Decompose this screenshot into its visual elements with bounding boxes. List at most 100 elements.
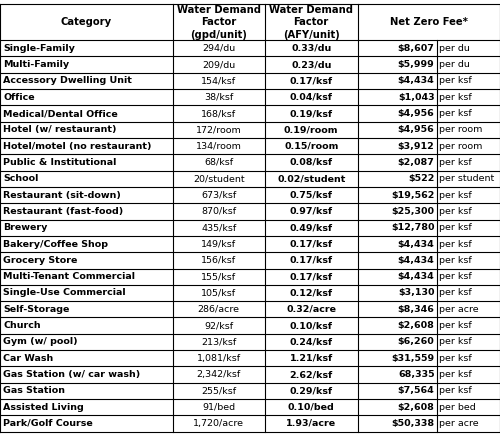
Text: per ksf: per ksf [438, 76, 472, 85]
Text: 68,335: 68,335 [398, 370, 434, 379]
Text: $4,434: $4,434 [398, 239, 434, 249]
Text: 0.32/acre: 0.32/acre [286, 305, 336, 314]
Text: 0.23/du: 0.23/du [291, 60, 332, 69]
Text: Single-Family: Single-Family [3, 44, 75, 53]
Text: Gas Station: Gas Station [3, 386, 65, 395]
Text: Water Demand
Factor
(AFY/unit): Water Demand Factor (AFY/unit) [269, 5, 353, 40]
Text: per ksf: per ksf [438, 158, 472, 167]
Text: 0.17/ksf: 0.17/ksf [290, 256, 333, 265]
Text: Accessory Dwelling Unit: Accessory Dwelling Unit [3, 76, 132, 85]
Text: per ksf: per ksf [438, 321, 472, 330]
Text: 20/student: 20/student [193, 174, 244, 183]
Text: Category: Category [60, 17, 112, 27]
Text: 92/ksf: 92/ksf [204, 321, 234, 330]
Text: $2,608: $2,608 [398, 321, 434, 330]
Text: $3,912: $3,912 [398, 142, 434, 151]
Text: 435/ksf: 435/ksf [201, 223, 236, 232]
Text: per ksf: per ksf [438, 256, 472, 265]
Text: 0.75/ksf: 0.75/ksf [290, 191, 333, 200]
Text: 0.97/ksf: 0.97/ksf [290, 207, 333, 216]
Text: $5,999: $5,999 [398, 60, 434, 69]
Text: 0.33/du: 0.33/du [291, 44, 332, 53]
Text: per du: per du [438, 44, 470, 53]
Text: 209/du: 209/du [202, 60, 235, 69]
Text: Gas Station (w/ car wash): Gas Station (w/ car wash) [3, 370, 140, 379]
Text: Net Zero Fee*: Net Zero Fee* [390, 17, 468, 27]
Text: per ksf: per ksf [438, 239, 472, 249]
Text: per bed: per bed [438, 403, 476, 412]
Text: Hotel (w/ restaurant): Hotel (w/ restaurant) [3, 125, 116, 134]
Text: 91/bed: 91/bed [202, 403, 235, 412]
Text: 154/ksf: 154/ksf [201, 76, 236, 85]
Text: 1.93/acre: 1.93/acre [286, 419, 337, 428]
Text: 2,342/ksf: 2,342/ksf [196, 370, 241, 379]
Text: Assisted Living: Assisted Living [3, 403, 84, 412]
Text: 0.17/ksf: 0.17/ksf [290, 76, 333, 85]
Text: 172/room: 172/room [196, 125, 242, 134]
Text: per ksf: per ksf [438, 272, 472, 281]
Text: per ksf: per ksf [438, 93, 472, 102]
Text: $8,607: $8,607 [398, 44, 434, 53]
Text: 134/room: 134/room [196, 142, 242, 151]
Text: School: School [3, 174, 38, 183]
Text: Bakery/Coffee Shop: Bakery/Coffee Shop [3, 239, 108, 249]
Text: 286/acre: 286/acre [198, 305, 240, 314]
Text: $4,434: $4,434 [398, 256, 434, 265]
Text: Self-Storage: Self-Storage [3, 305, 70, 314]
Text: per room: per room [438, 125, 482, 134]
Text: $25,300: $25,300 [392, 207, 434, 216]
Text: 870/ksf: 870/ksf [201, 207, 236, 216]
Text: 255/ksf: 255/ksf [201, 386, 236, 395]
Text: 38/ksf: 38/ksf [204, 93, 234, 102]
Text: per ksf: per ksf [438, 223, 472, 232]
Text: $50,338: $50,338 [392, 419, 434, 428]
Text: 155/ksf: 155/ksf [201, 272, 236, 281]
Text: per ksf: per ksf [438, 370, 472, 379]
Text: 0.19/ksf: 0.19/ksf [290, 109, 333, 118]
Text: 0.08/ksf: 0.08/ksf [290, 158, 333, 167]
Text: $7,564: $7,564 [398, 386, 434, 395]
Text: 68/ksf: 68/ksf [204, 158, 234, 167]
Text: 0.49/ksf: 0.49/ksf [290, 223, 333, 232]
Text: Grocery Store: Grocery Store [3, 256, 78, 265]
Text: 0.10/ksf: 0.10/ksf [290, 321, 333, 330]
Text: 0.24/ksf: 0.24/ksf [290, 337, 333, 347]
Text: $4,956: $4,956 [398, 109, 434, 118]
Text: per acre: per acre [438, 419, 478, 428]
Text: 0.04/ksf: 0.04/ksf [290, 93, 333, 102]
Text: per ksf: per ksf [438, 289, 472, 297]
Text: $4,956: $4,956 [398, 125, 434, 134]
Text: 168/ksf: 168/ksf [201, 109, 236, 118]
Text: Multi-Tenant Commercial: Multi-Tenant Commercial [3, 272, 135, 281]
Text: Medical/Dental Office: Medical/Dental Office [3, 109, 118, 118]
Text: 105/ksf: 105/ksf [201, 289, 236, 297]
Text: per ksf: per ksf [438, 386, 472, 395]
Text: 149/ksf: 149/ksf [201, 239, 236, 249]
Text: Public & Institutional: Public & Institutional [3, 158, 116, 167]
Text: Multi-Family: Multi-Family [3, 60, 69, 69]
Text: Brewery: Brewery [3, 223, 48, 232]
Text: Water Demand
Factor
(gpd/unit): Water Demand Factor (gpd/unit) [177, 5, 261, 40]
Text: Restaurant (sit-down): Restaurant (sit-down) [3, 191, 121, 200]
Text: per ksf: per ksf [438, 191, 472, 200]
Text: $522: $522 [408, 174, 434, 183]
Text: Office: Office [3, 93, 34, 102]
Text: 0.12/ksf: 0.12/ksf [290, 289, 333, 297]
Text: $6,260: $6,260 [398, 337, 434, 347]
Text: $31,559: $31,559 [392, 354, 434, 363]
Text: 673/ksf: 673/ksf [201, 191, 236, 200]
Text: 156/ksf: 156/ksf [201, 256, 236, 265]
Text: 2.62/ksf: 2.62/ksf [290, 370, 333, 379]
Text: per ksf: per ksf [438, 109, 472, 118]
Text: 0.10/bed: 0.10/bed [288, 403, 335, 412]
Text: $19,562: $19,562 [391, 191, 434, 200]
Text: $8,346: $8,346 [398, 305, 434, 314]
Text: $4,434: $4,434 [398, 272, 434, 281]
Text: 0.15/room: 0.15/room [284, 142, 339, 151]
Text: 1,720/acre: 1,720/acre [193, 419, 244, 428]
Text: $3,130: $3,130 [398, 289, 434, 297]
Text: per room: per room [438, 142, 482, 151]
Text: 0.19/room: 0.19/room [284, 125, 339, 134]
Text: Restaurant (fast-food): Restaurant (fast-food) [3, 207, 123, 216]
Text: Hotel/motel (no restaurant): Hotel/motel (no restaurant) [3, 142, 152, 151]
